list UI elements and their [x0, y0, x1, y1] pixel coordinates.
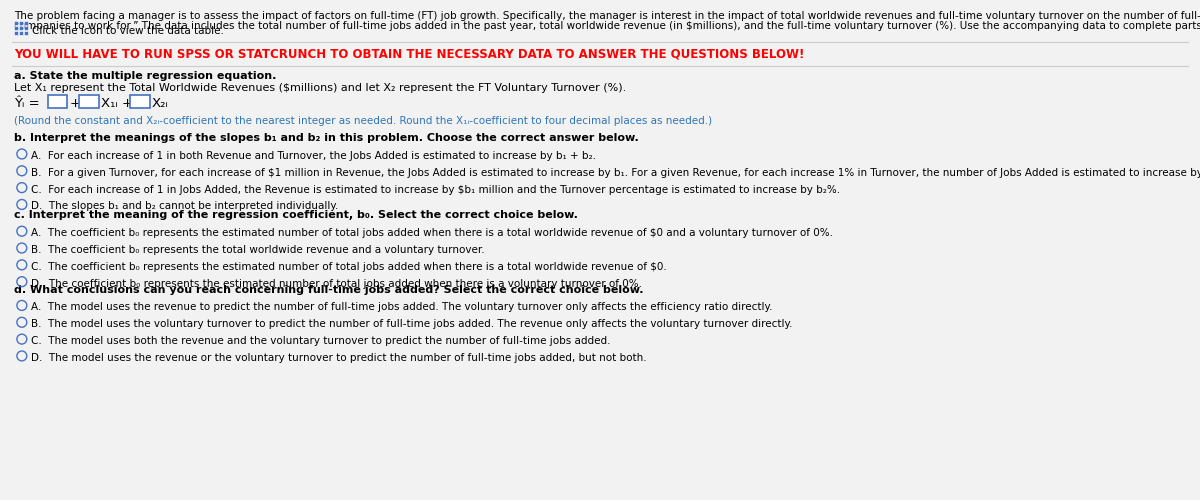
- Text: d. What conclusions can you reach concerning full-time jobs added? Select the co: d. What conclusions can you reach concer…: [14, 284, 643, 294]
- Text: Let X₁ represent the Total Worldwide Revenues ($millions) and let X₂ represent t: Let X₁ represent the Total Worldwide Rev…: [14, 82, 626, 92]
- FancyBboxPatch shape: [14, 26, 18, 30]
- Text: The problem facing a manager is to assess the impact of factors on full-time (FT: The problem facing a manager is to asses…: [14, 12, 1200, 22]
- Text: c. Interpret the meaning of the regression coefficient, b₀. Select the correct c: c. Interpret the meaning of the regressi…: [14, 210, 577, 220]
- Text: B.  The model uses the voluntary turnover to predict the number of full-time job: B. The model uses the voluntary turnover…: [31, 320, 792, 330]
- Text: B.  For a given Turnover, for each increase of $1 million in Revenue, the Jobs A: B. For a given Turnover, for each increa…: [31, 168, 1200, 178]
- FancyBboxPatch shape: [48, 94, 67, 108]
- FancyBboxPatch shape: [19, 31, 23, 35]
- Text: a. State the multiple regression equation.: a. State the multiple regression equatio…: [14, 71, 276, 81]
- Text: A.  The model uses the revenue to predict the number of full-time jobs added. Th: A. The model uses the revenue to predict…: [31, 302, 773, 312]
- Text: B.  The coefficient b₀ represents the total worldwide revenue and a voluntary tu: B. The coefficient b₀ represents the tot…: [31, 245, 485, 255]
- FancyBboxPatch shape: [24, 31, 28, 35]
- FancyBboxPatch shape: [19, 26, 23, 30]
- FancyBboxPatch shape: [14, 31, 18, 35]
- Text: X₁ᵢ +: X₁ᵢ +: [101, 96, 133, 110]
- Text: C.  For each increase of 1 in Jobs Added, the Revenue is estimated to increase b: C. For each increase of 1 in Jobs Added,…: [31, 184, 840, 194]
- FancyBboxPatch shape: [79, 94, 100, 108]
- Text: Ŷᵢ =: Ŷᵢ =: [14, 96, 43, 110]
- FancyBboxPatch shape: [14, 22, 18, 26]
- Text: A.  For each increase of 1 in both Revenue and Turnover, the Jobs Added is estim: A. For each increase of 1 in both Revenu…: [31, 151, 595, 161]
- Text: D.  The coefficient b₀ represents the estimated number of total jobs added when : D. The coefficient b₀ represents the est…: [31, 278, 642, 288]
- Text: C.  The model uses both the revenue and the voluntary turnover to predict the nu: C. The model uses both the revenue and t…: [31, 336, 611, 346]
- Text: YOU WILL HAVE TO RUN SPSS OR STATCRUNCH TO OBTAIN THE NECESSARY DATA TO ANSWER T: YOU WILL HAVE TO RUN SPSS OR STATCRUNCH …: [14, 47, 804, 60]
- Text: (Round the constant and X₂ᵢ-coefficient to the nearest integer as needed. Round : (Round the constant and X₂ᵢ-coefficient …: [14, 116, 712, 126]
- Text: X₂ᵢ: X₂ᵢ: [151, 96, 168, 110]
- Text: b. Interpret the meanings of the slopes b₁ and b₂ in this problem. Choose the co: b. Interpret the meanings of the slopes …: [14, 133, 638, 143]
- Text: C.  The coefficient b₀ represents the estimated number of total jobs added when : C. The coefficient b₀ represents the est…: [31, 262, 666, 272]
- Text: D.  The slopes b₁ and b₂ cannot be interpreted individually.: D. The slopes b₁ and b₂ cannot be interp…: [31, 202, 338, 211]
- FancyBboxPatch shape: [24, 26, 28, 30]
- FancyBboxPatch shape: [19, 22, 23, 26]
- Text: A.  The coefficient b₀ represents the estimated number of total jobs added when : A. The coefficient b₀ represents the est…: [31, 228, 833, 238]
- Text: +: +: [70, 96, 80, 110]
- Text: D.  The model uses the revenue or the voluntary turnover to predict the number o: D. The model uses the revenue or the vol…: [31, 353, 647, 363]
- FancyBboxPatch shape: [24, 22, 28, 26]
- Text: companies to work for.” The data includes the total number of full-time jobs add: companies to work for.” The data include…: [14, 22, 1200, 32]
- Text: Click the icon to view the data table.: Click the icon to view the data table.: [31, 26, 223, 36]
- FancyBboxPatch shape: [130, 94, 150, 108]
